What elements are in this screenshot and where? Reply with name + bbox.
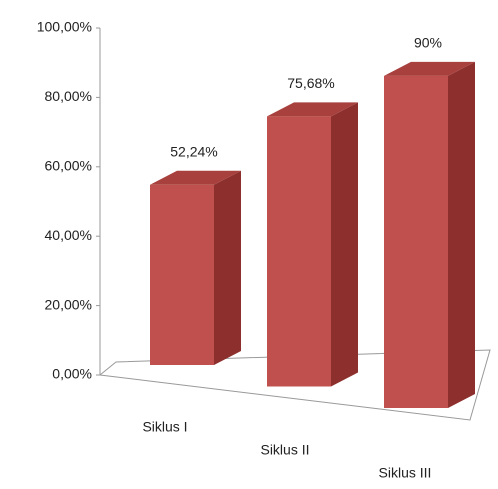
bar-front — [150, 184, 214, 365]
bar-side — [331, 102, 358, 387]
bar-front — [267, 116, 331, 387]
bar — [267, 102, 358, 387]
bar-side — [214, 170, 241, 365]
y-tick-label: 60,00% — [45, 158, 92, 174]
x-tick-label: Siklus II — [260, 442, 309, 458]
y-tick-label: 80,00% — [45, 88, 92, 104]
y-tick-label: 40,00% — [45, 227, 92, 243]
floor — [98, 349, 491, 421]
data-label: 52,24% — [170, 143, 217, 159]
x-tick-label: Siklus III — [379, 465, 432, 481]
data-label: 75,68% — [287, 75, 334, 91]
bar-top — [267, 102, 358, 117]
y-tick-label: 0,00% — [52, 366, 92, 382]
bar — [384, 61, 475, 409]
bar-top — [384, 61, 475, 76]
data-label: 90% — [414, 35, 442, 51]
bar-front — [384, 75, 448, 409]
bar — [150, 170, 241, 365]
x-tick-label: Siklus I — [142, 419, 187, 435]
y-tick-label: 20,00% — [45, 296, 92, 312]
bar-top — [150, 170, 241, 185]
y-tick-label: 100,00% — [37, 19, 92, 35]
bar-side — [448, 61, 475, 409]
